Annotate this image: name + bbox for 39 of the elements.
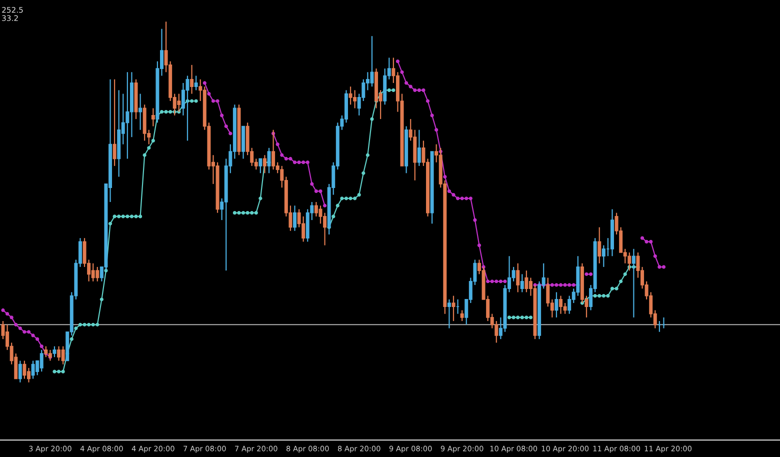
candlestick	[258, 158, 262, 174]
candlestick	[447, 298, 451, 329]
candlestick	[112, 78, 116, 166]
candlestick	[26, 367, 30, 383]
candlestick	[57, 346, 61, 362]
candlestick	[598, 226, 602, 264]
candlestick	[417, 129, 421, 166]
candlestick	[370, 36, 374, 88]
candlestick	[52, 346, 56, 358]
candlestick	[353, 90, 357, 109]
candlestick	[22, 360, 26, 380]
candlestick	[452, 295, 456, 322]
candlestick	[194, 75, 198, 91]
candlestick	[524, 270, 528, 293]
candlestick	[40, 349, 44, 372]
candlestick	[91, 262, 95, 282]
candlestick	[314, 201, 318, 217]
candlestick	[460, 310, 464, 322]
candlestick	[293, 205, 297, 232]
candlestick	[520, 274, 524, 293]
candlestick	[31, 360, 35, 380]
candlestick	[559, 295, 563, 314]
candlestick	[302, 216, 306, 242]
candlestick	[568, 295, 572, 314]
candlestick	[18, 360, 22, 383]
candlestick	[318, 205, 322, 224]
candlestick	[177, 93, 181, 112]
candlestick	[138, 93, 142, 130]
candlestick	[96, 266, 100, 282]
candlestick	[516, 262, 520, 293]
candlestick	[126, 72, 130, 160]
candlestick	[554, 292, 558, 318]
candlestick	[563, 302, 567, 314]
candlestick	[602, 244, 606, 268]
candlestick	[61, 346, 65, 365]
candlestick	[151, 108, 155, 127]
candlestick	[190, 64, 194, 94]
candlestick	[494, 320, 498, 344]
candlestick	[348, 86, 352, 106]
